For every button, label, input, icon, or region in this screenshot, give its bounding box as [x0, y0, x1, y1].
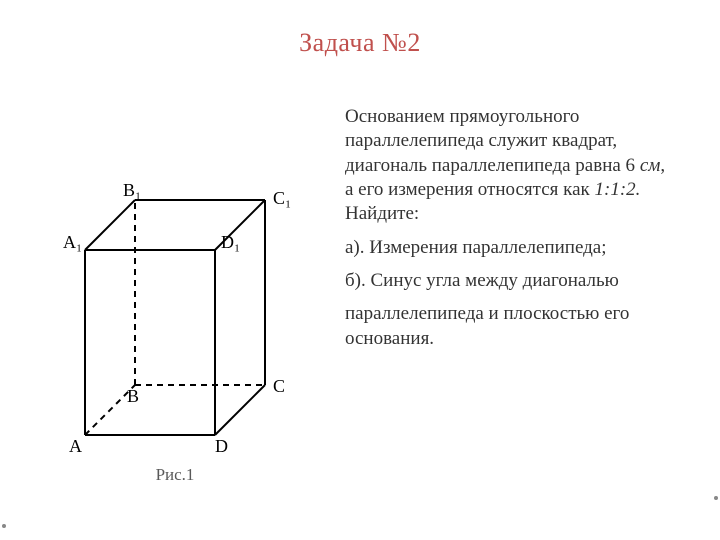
svg-text:D: D — [215, 436, 228, 456]
ratio-italic: 1:1:2. — [595, 179, 641, 200]
svg-text:B₁: B₁ — [123, 180, 141, 200]
figure-caption: Рис.1 — [55, 465, 295, 485]
svg-text:B: B — [127, 386, 139, 406]
svg-text:C₁: C₁ — [273, 188, 291, 208]
decor-dot-icon — [714, 496, 718, 500]
parallelepiped-figure: A D C B A₁ D₁ C₁ B₁ Рис.1 — [55, 165, 295, 485]
decor-dot-icon — [2, 524, 6, 528]
paragraph-b2: параллелепипеда и плоскостью его основан… — [345, 302, 675, 351]
problem-title: Задача №2 — [0, 28, 720, 58]
svg-text:A: A — [69, 436, 82, 456]
problem-text: Основанием прямоугольного параллелепипед… — [345, 105, 675, 360]
parallelepiped-svg: A D C B A₁ D₁ C₁ B₁ — [55, 165, 295, 485]
paragraph-b1: б). Синус угла между диагональю — [345, 269, 675, 293]
unit-italic: см — [640, 155, 661, 176]
text-span: Основанием прямоугольного параллелепипед… — [345, 106, 640, 176]
slide: Задача №2 A D C B A₁ D₁ C₁ B₁ Рис.1 Основанием … — [0, 0, 720, 540]
svg-text:A₁: A₁ — [63, 232, 82, 252]
svg-text:C: C — [273, 376, 285, 396]
svg-text:D₁: D₁ — [221, 232, 240, 252]
paragraph-a: а). Измерения параллелепипеда; — [345, 236, 675, 260]
paragraph-intro: Основанием прямоугольного параллелепипед… — [345, 105, 675, 227]
text-span: Найдите: — [345, 203, 419, 224]
